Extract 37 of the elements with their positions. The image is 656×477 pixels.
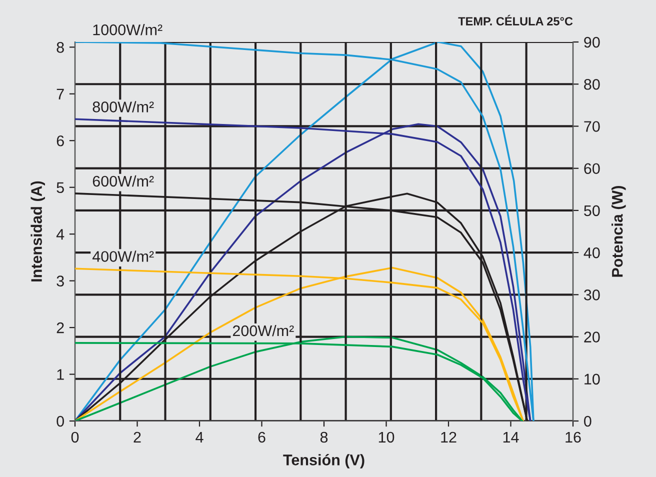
y-tick-label: 0 [56,416,64,427]
chart-title: TEMP. CÉLULA 25°C [458,14,573,26]
y2-tick-label: 10 [584,374,600,385]
y2-tick-label: 0 [584,416,592,427]
y-tick-label: 2 [56,322,64,334]
y-tick-label: 6 [56,135,64,146]
y-axis-title: Intensidad (A) [30,181,45,282]
x-tick-label: 4 [196,432,204,442]
y-tick-label: 1 [57,369,64,380]
y-tick-label: 5 [56,182,64,194]
series-label: 600W/m² [92,175,154,187]
series-label: 800W/m² [92,101,154,112]
series-label: 1000W/m² [93,24,162,36]
series-label: 200W/m² [232,324,294,336]
y2-tick-label: 60 [584,163,600,174]
x-axis-title: Tensión (V) [283,454,364,468]
x-tick-label: 2 [134,432,141,442]
y-tick-label: 3 [56,276,64,286]
y2-tick-label: 70 [584,121,600,132]
y-tick-label: 7 [56,88,64,100]
x-tick-label: 8 [320,432,328,443]
x-tick-label: 0 [71,432,79,443]
x-tick-label: 10 [378,432,394,443]
y2-tick-label: 20 [584,332,600,342]
y2-tick-label: 90 [584,36,600,48]
x-tick-label: 6 [258,432,266,443]
y-tick-label: 4 [56,229,64,240]
y2-axis-title: Potencia (W) [612,186,626,277]
series-label: 400W/m² [92,250,154,262]
y2-tick-label: 40 [584,247,600,258]
y2-tick-label: 30 [584,290,600,300]
x-tick-label: 12 [441,432,456,442]
y2-tick-label: 80 [584,78,600,90]
y-tick-label: 8 [56,42,64,53]
x-tick-label: 16 [566,432,581,443]
y2-tick-label: 50 [584,205,600,216]
x-tick-label: 14 [503,432,519,442]
